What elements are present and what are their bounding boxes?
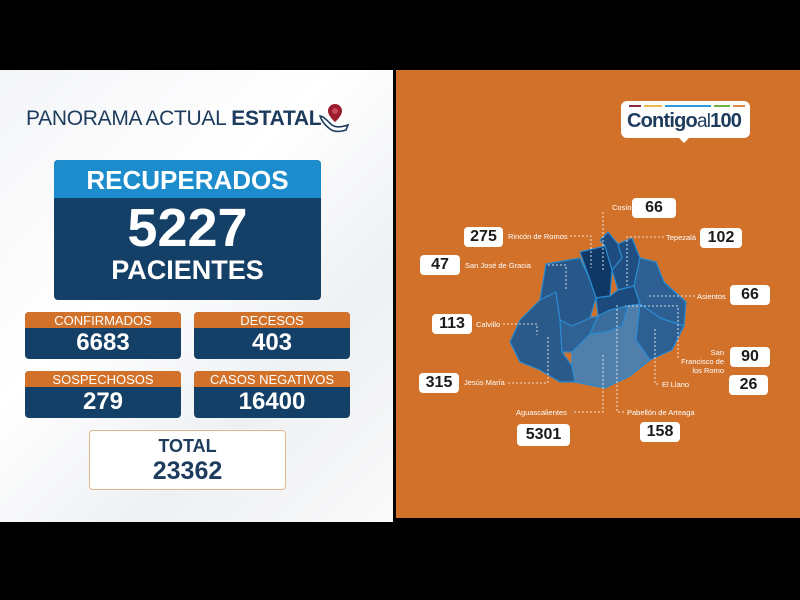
- stat-label: CONFIRMADOS: [25, 312, 181, 328]
- label-tepezala: Tepezalá: [666, 233, 697, 242]
- label-pabellon-de-arteaga: Pabellón de Arteaga: [627, 408, 695, 417]
- contigo-al-100-logo: Contigoal100: [621, 101, 750, 143]
- label-cosio: Cosío: [612, 203, 632, 212]
- stat-value: 279: [82, 388, 124, 415]
- value-san-francisco-de-los-romo: 90: [730, 347, 770, 367]
- value-tepezala: 102: [700, 228, 742, 248]
- recuperados-label: RECUPERADOS: [54, 160, 321, 198]
- stat-label: DECESOS: [194, 312, 350, 328]
- stat-sospechosos: SOSPECHOSOS 279: [25, 371, 181, 418]
- total-value: 23362: [152, 457, 223, 485]
- stat-decesos: DECESOS 403: [194, 312, 350, 359]
- value-calvillo: 113: [432, 314, 472, 334]
- total-label: TOTAL: [158, 436, 217, 456]
- stat-value: 16400: [238, 388, 306, 415]
- stat-label: CASOS NEGATIVOS: [194, 371, 350, 387]
- value-jesus-maria: 315: [419, 373, 459, 393]
- label-aguascalientes: Aguascalientes: [516, 408, 567, 417]
- recuperados-card: RECUPERADOS 5227 PACIENTES: [54, 160, 321, 300]
- label-jesus-maria: Jesús María: [464, 378, 505, 387]
- recuperados-unit: PACIENTES: [111, 255, 264, 285]
- page-title: PANORAMA ACTUAL ESTATAL: [26, 107, 322, 131]
- label-asientos: Asientos: [697, 292, 726, 301]
- stat-value: 6683: [76, 329, 130, 356]
- value-san-jose-de-gracia: 47: [420, 255, 460, 275]
- label-san-jose-de-gracia: San José de Gracia: [465, 261, 531, 270]
- leader-lines: [503, 212, 695, 413]
- title-bold: ESTATAL: [231, 107, 322, 130]
- label-el-llano: El Llano: [662, 380, 690, 389]
- stat-value: 403: [251, 329, 293, 356]
- stat-casos-negativos: CASOS NEGATIVOS 16400: [194, 371, 350, 418]
- value-rincon-de-romos: 275: [464, 227, 503, 247]
- total-card: TOTAL 23362: [89, 430, 286, 490]
- value-el-llano: 26: [729, 375, 768, 395]
- label-rincon-de-romos: Rincón de Romos: [508, 232, 568, 241]
- title-light: PANORAMA ACTUAL: [26, 107, 232, 130]
- recuperados-value: 5227: [127, 198, 248, 258]
- label-san-francisco-de-los-romo: San Francisco de los Romo: [681, 348, 724, 375]
- stat-confirmados: CONFIRMADOS 6683: [25, 312, 181, 359]
- value-pabellon-de-arteaga: 158: [640, 422, 680, 442]
- region-aguascalientes: [571, 303, 651, 389]
- value-asientos: 66: [730, 285, 770, 305]
- stat-label: SOSPECHOSOS: [25, 371, 181, 387]
- value-aguascalientes: 5301: [517, 424, 570, 446]
- map-pin-hands-icon: [318, 104, 350, 133]
- label-calvillo: Calvillo: [476, 320, 501, 329]
- value-cosio: 66: [632, 198, 676, 218]
